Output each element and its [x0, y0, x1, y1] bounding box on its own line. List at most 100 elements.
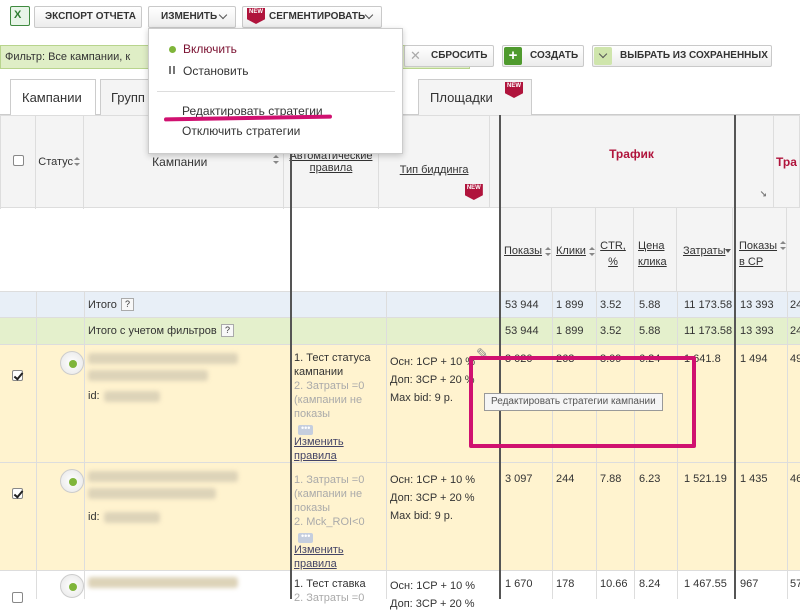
total-cost: 11 173.58 — [684, 299, 733, 311]
filtered-total-clicks: 1 899 — [556, 325, 584, 337]
status-toggle[interactable] — [60, 351, 85, 375]
header-status[interactable]: Статус — [35, 115, 84, 208]
rule-item: 1. Затраты =0 (кампании не показы — [294, 474, 365, 514]
plus-icon: + — [504, 47, 522, 65]
header-cost[interactable]: Затраты — [677, 208, 733, 292]
more-icon[interactable]: ••• — [298, 424, 314, 435]
sort-icon — [545, 247, 551, 256]
row-shows: 3 097 — [505, 473, 533, 485]
column-divider — [734, 115, 736, 599]
filtered-total-last: 24 — [790, 325, 800, 337]
campaign-id-label: id: — [88, 511, 100, 523]
tab-placements-label: Площадки — [430, 90, 493, 105]
expand-arrow-icon[interactable]: ↘ — [759, 189, 768, 199]
total-ctr: 3.52 — [600, 299, 622, 311]
header-clicks[interactable]: Клики — [552, 208, 596, 292]
change-rules-link[interactable]: Изменить правила — [294, 544, 344, 570]
change-rules-link[interactable]: Изменить правила — [294, 436, 344, 462]
select-all-checkbox[interactable] — [12, 154, 24, 166]
change-button[interactable]: ИЗМЕНИТЬ — [148, 6, 236, 28]
excel-icon[interactable]: X — [10, 6, 30, 26]
tab-placements[interactable]: Площадки NEW — [418, 79, 532, 115]
auto-rules-cell: 1. Тест статуса кампании 2. Затраты =0 (… — [294, 351, 386, 463]
row-shows-cp: 967 — [740, 578, 759, 590]
bid-max: Max bid: 9 р. — [390, 510, 453, 522]
row-shows: 1 670 — [505, 578, 533, 590]
create-label: СОЗДАТЬ — [530, 50, 579, 61]
header-traffic2: Тра — [773, 115, 800, 208]
row-checkbox[interactable] — [12, 370, 23, 381]
header-ctr-label: CTR, % — [600, 240, 626, 268]
header-traffic: Трафик ↘ — [488, 115, 775, 208]
more-icon[interactable]: ••• — [298, 532, 314, 543]
status-toggle[interactable] — [60, 469, 85, 493]
close-icon: ✕ — [410, 48, 421, 63]
table-row[interactable]: id: 1. Затраты =0 (кампании не показы 2.… — [0, 463, 800, 571]
create-button[interactable]: + СОЗДАТЬ — [502, 45, 584, 67]
menu-item-stop[interactable]: Остановить — [183, 64, 249, 78]
table-row[interactable]: 1. Тест ставка 2. Затраты =0 Осн: 1CP + … — [0, 571, 800, 610]
sort-icon — [74, 157, 81, 167]
chevron-down-icon — [594, 47, 612, 65]
status-toggle[interactable] — [60, 574, 85, 598]
header-cost-label: Затраты — [683, 245, 726, 257]
column-divider — [290, 115, 292, 599]
auto-rules-cell: 1. Затраты =0 (кампании не показы 2. Mck… — [294, 473, 386, 571]
row-checkbox[interactable] — [12, 488, 23, 499]
campaign-name-blurred — [88, 571, 238, 594]
subheader-row: Показы Клики CTR, % Цена клика Затраты П… — [500, 207, 800, 292]
choose-saved-button[interactable]: ВЫБРАТЬ ИЗ СОХРАНЕННЫХ — [592, 45, 772, 67]
header-shows-cp-label: Показы в CP — [739, 240, 778, 268]
menu-item-edit-strategies[interactable]: Редактировать стратегии — [182, 104, 323, 118]
sort-icon — [589, 247, 595, 256]
bid-extra: Доп: 3CP + 20 % — [390, 492, 475, 504]
segment-button[interactable]: NEW СЕГМЕНТИРОВАТЬ — [242, 6, 382, 28]
filter-text: Фильтр: Все кампании, к — [5, 51, 131, 63]
header-status-label: Статус — [38, 155, 74, 168]
menu-item-disable-strategies[interactable]: Отключить стратегии — [182, 124, 301, 138]
filtered-total-shows: 53 944 — [505, 325, 539, 337]
header-ctr[interactable]: CTR, % — [596, 208, 634, 292]
new-badge-icon: NEW — [505, 82, 523, 98]
sort-icon — [780, 241, 786, 250]
new-badge-icon: NEW — [464, 184, 483, 200]
row-checkbox[interactable] — [12, 592, 23, 603]
header-select-all — [0, 115, 37, 208]
campaign-id-blurred — [104, 512, 160, 523]
bid-type-cell: Осн: 1CP + 10 % Доп: 3CP + 20 % — [390, 577, 496, 613]
total-row: Итого ? 53 944 1 899 3.52 5.88 11 173.58… — [0, 291, 800, 318]
row-clicks: 244 — [556, 473, 575, 485]
reset-button[interactable]: ✕ СБРОСИТЬ — [404, 45, 494, 67]
tab-campaigns[interactable]: Кампании — [10, 79, 96, 116]
bid-max: Max bid: 9 р. — [390, 392, 453, 404]
export-report-button[interactable]: ЭКСПОРТ ОТЧЕТА — [34, 6, 142, 28]
segment-label: СЕГМЕНТИРОВАТЬ — [269, 11, 366, 22]
row-cpc: 6.23 — [639, 473, 661, 485]
menu-item-enable[interactable]: Включить — [183, 42, 237, 56]
header-shows-cp[interactable]: Показы в CP — [733, 208, 787, 292]
total-shows-cp: 13 393 — [740, 299, 774, 311]
table-row[interactable]: id: 1. Тест статуса кампании 2. Затраты … — [0, 345, 800, 463]
pause-icon — [169, 66, 175, 74]
header-shows[interactable]: Показы — [500, 208, 552, 292]
total-cpc: 5.88 — [639, 299, 661, 311]
rule-item: 2. Затраты =0 — [294, 592, 365, 604]
rule-item: 1. Тест ставка — [294, 578, 366, 590]
total-label: Итого — [88, 299, 117, 311]
help-icon[interactable]: ? — [221, 324, 234, 337]
filtered-total-cost: 11 173.58 — [684, 325, 733, 337]
chevron-down-icon — [364, 10, 374, 20]
header-bid-type-label: Тип биддинга — [399, 163, 469, 176]
tab-groups-label: Групп — [111, 90, 145, 105]
help-icon[interactable]: ? — [121, 298, 134, 311]
row-shows-cp: 1 494 — [740, 353, 768, 365]
rule-item: 2. Mck_ROI<0 — [294, 516, 365, 528]
total-clicks: 1 899 — [556, 299, 584, 311]
tab-campaigns-label: Кампании — [22, 90, 82, 105]
bid-extra: Доп: 3CP + 20 % — [390, 598, 475, 610]
filtered-total-label: Итого с учетом фильтров — [88, 325, 217, 337]
header-cpc[interactable]: Цена клика — [634, 208, 677, 292]
total-shows: 53 944 — [505, 299, 539, 311]
campaign-name-blurred — [88, 465, 238, 505]
filtered-total-row: Итого с учетом фильтров ? 53 944 1 899 3… — [0, 318, 800, 345]
